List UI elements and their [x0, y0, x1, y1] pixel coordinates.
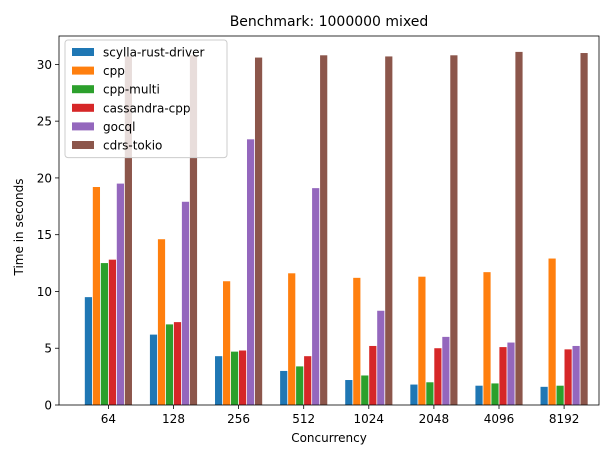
bar-cpp-2048 [418, 276, 426, 405]
bar-cpp-1024 [353, 277, 361, 405]
legend-swatch [72, 122, 94, 131]
bar-gocql-128 [181, 201, 190, 405]
bar-gocql-512 [312, 188, 320, 405]
bar-cassandra-cpp-1024 [369, 345, 377, 405]
bar-cpp-multi-2048 [426, 382, 434, 405]
bar-scylla-rust-driver-4096 [475, 385, 483, 405]
x-tick-label: 2048 [419, 412, 450, 426]
legend-swatch [72, 48, 94, 56]
x-axis-label: Concurrency [291, 431, 367, 445]
bar-cdrs-tokio-128 [189, 55, 198, 406]
bar-cassandra-cpp-512 [304, 356, 312, 405]
y-tick-label: 25 [37, 115, 52, 129]
bar-cpp-multi-4096 [491, 383, 499, 405]
bar-cpp-64 [92, 187, 101, 405]
y-tick-label: 10 [37, 285, 52, 299]
legend-swatch [72, 66, 94, 75]
y-tick-label: 0 [44, 399, 52, 413]
legend-label: gocql [103, 120, 136, 134]
bar-cpp-512 [288, 273, 296, 405]
bar-scylla-rust-driver-1024 [345, 380, 353, 405]
bar-cassandra-cpp-64 [108, 259, 116, 405]
y-axis-label: Time in seconds [12, 179, 26, 277]
bar-cdrs-tokio-2048 [450, 55, 458, 406]
bar-scylla-rust-driver-8192 [540, 386, 548, 405]
bar-scylla-rust-driver-128 [149, 334, 158, 405]
y-tick-label: 15 [37, 228, 52, 242]
bar-cpp-multi-1024 [361, 375, 369, 405]
bar-cpp-128 [157, 239, 166, 405]
bar-cassandra-cpp-128 [173, 322, 182, 405]
bar-cassandra-cpp-4096 [499, 347, 507, 405]
y-tick-label: 5 [44, 342, 52, 356]
x-tick-label: 1024 [354, 412, 385, 426]
bar-cdrs-tokio-1024 [385, 56, 393, 405]
bar-cpp-multi-512 [296, 366, 304, 405]
y-tick-label: 20 [37, 171, 52, 185]
x-tick-label: 8192 [549, 412, 580, 426]
x-axis: 64 128 256 512 1024 2048 4096 8192 [101, 405, 580, 426]
chart-title: Benchmark: 1000000 mixed [230, 14, 429, 30]
bar-cpp-multi-8192 [556, 385, 564, 405]
bar-gocql-4096 [507, 342, 515, 405]
legend-label: cdrs-tokio [103, 139, 162, 153]
y-tick-label: 30 [37, 58, 52, 72]
x-tick-label: 4096 [484, 412, 515, 426]
bar-scylla-rust-driver-64 [84, 297, 93, 405]
bar-cpp-4096 [483, 272, 491, 405]
x-tick-label: 64 [101, 412, 116, 426]
bar-cassandra-cpp-2048 [434, 348, 442, 405]
bar-gocql-1024 [377, 310, 385, 405]
bar-gocql-64 [116, 183, 124, 405]
plot-frame [58, 35, 600, 406]
legend-box [64, 39, 228, 159]
bar-cdrs-tokio-64 [124, 56, 132, 405]
bar-cpp-multi-128 [165, 324, 174, 405]
bars-group [84, 51, 588, 406]
bar-scylla-rust-driver-512 [280, 370, 288, 405]
y-axis: 0 5 10 15 20 25 30 [37, 58, 59, 413]
bar-cdrs-tokio-4096 [515, 51, 523, 406]
bar-cpp-8192 [548, 258, 556, 405]
bar-gocql-2048 [442, 336, 450, 405]
legend-label: cassandra-cpp [103, 101, 190, 115]
bar-cpp-multi-64 [100, 263, 108, 405]
legend-label: cpp [103, 64, 125, 78]
bar-cdrs-tokio-8192 [580, 53, 588, 405]
bar-cdrs-tokio-256 [254, 57, 263, 405]
bar-gocql-8192 [572, 345, 580, 405]
bar-scylla-rust-driver-256 [215, 356, 223, 405]
legend-swatch [72, 103, 94, 112]
legend-label: scylla-rust-driver [103, 46, 204, 60]
bar-cdrs-tokio-512 [320, 55, 328, 406]
legend-swatch [72, 141, 94, 149]
legend: scylla-rust-driver cpp cpp-multi cassandra-… [64, 39, 228, 159]
bar-cassandra-cpp-8192 [564, 349, 572, 405]
legend-label: cpp-multi [103, 83, 160, 97]
bar-cpp-256 [223, 281, 231, 405]
x-tick-label: 512 [292, 412, 315, 426]
legend-swatch [72, 85, 94, 94]
x-tick-label: 128 [162, 412, 185, 426]
bar-gocql-256 [246, 139, 255, 405]
bar-cpp-multi-256 [231, 351, 239, 405]
x-tick-label: 256 [227, 412, 250, 426]
bar-cassandra-cpp-256 [239, 350, 247, 405]
bar-scylla-rust-driver-2048 [410, 384, 418, 405]
